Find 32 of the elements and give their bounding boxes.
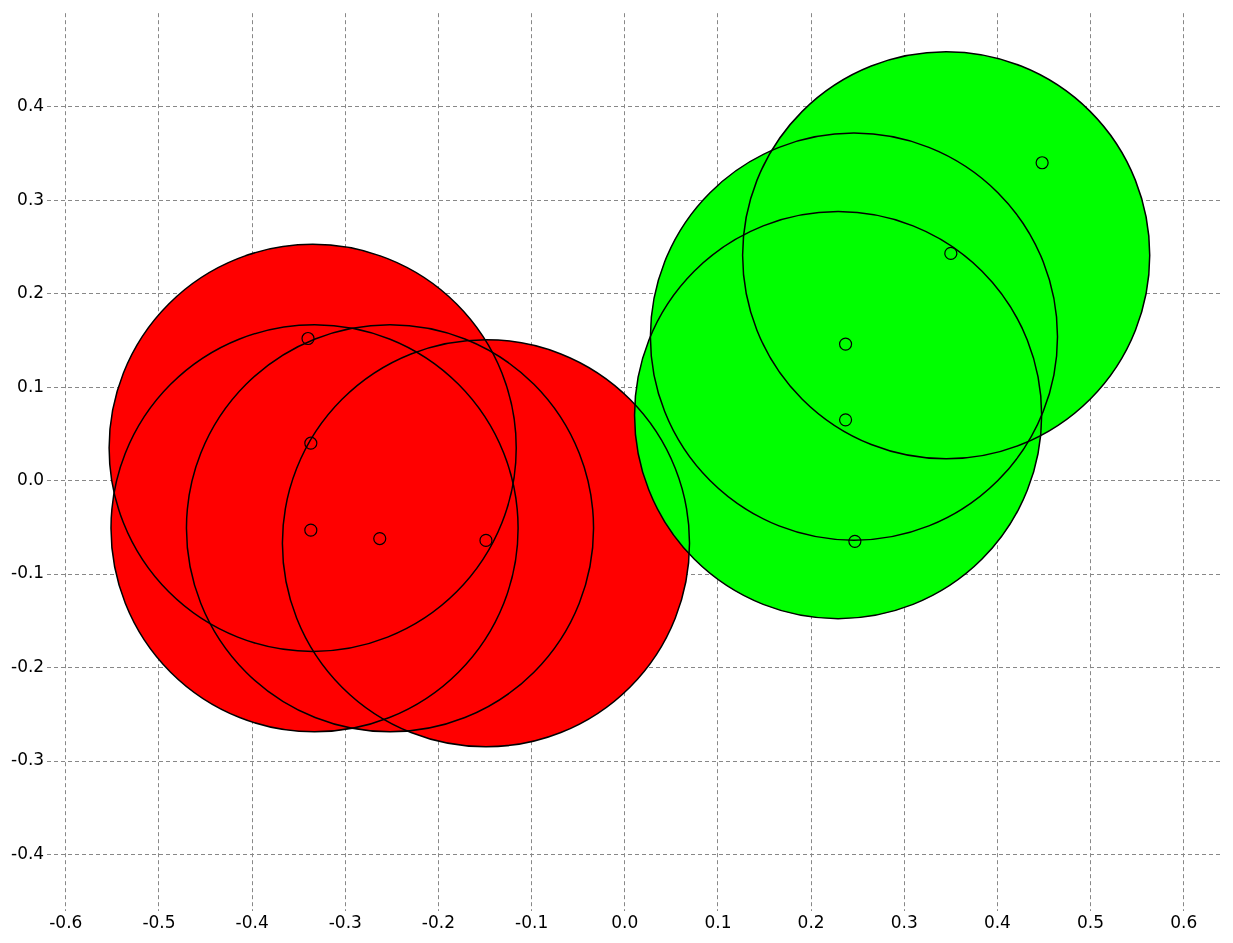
x-tick-label: -0.1	[515, 912, 549, 933]
x-tick-label: 0.2	[797, 912, 825, 933]
x-tick-label: 0.3	[890, 912, 918, 933]
point	[301, 331, 315, 346]
point	[1035, 156, 1049, 170]
x-tick-label: -0.4	[235, 912, 269, 933]
x-tick-label: -0.2	[421, 912, 456, 933]
y-tick-label: 0.3	[17, 188, 45, 209]
point	[479, 533, 493, 548]
y-tick-label: -0.4	[11, 842, 45, 863]
point	[304, 523, 318, 537]
y-tick-label: 0.0	[17, 469, 45, 490]
point	[944, 246, 958, 261]
x-tick-label: -0.5	[142, 912, 176, 933]
x-tick-label: 0.1	[704, 912, 732, 933]
x-tick-label: -0.3	[328, 912, 362, 933]
y-tick-label: 0.2	[17, 282, 45, 303]
x-tick-label: 0.4	[983, 912, 1011, 933]
point	[848, 534, 862, 548]
x-tick-label: 0.0	[611, 912, 639, 933]
point	[373, 531, 387, 546]
point	[304, 436, 318, 450]
y-tick-label: -0.2	[11, 655, 45, 676]
y-tick-label: 0.4	[17, 95, 45, 116]
x-tick-label: -0.6	[49, 912, 83, 933]
x-tick-label: 0.5	[1077, 912, 1105, 933]
y-tick-label: 0.1	[17, 375, 45, 396]
point	[838, 413, 853, 427]
point	[838, 337, 853, 351]
x-tick-label: 0.6	[1170, 912, 1198, 933]
y-tick-label: -0.1	[11, 562, 45, 583]
y-tick-label: -0.3	[11, 749, 45, 770]
